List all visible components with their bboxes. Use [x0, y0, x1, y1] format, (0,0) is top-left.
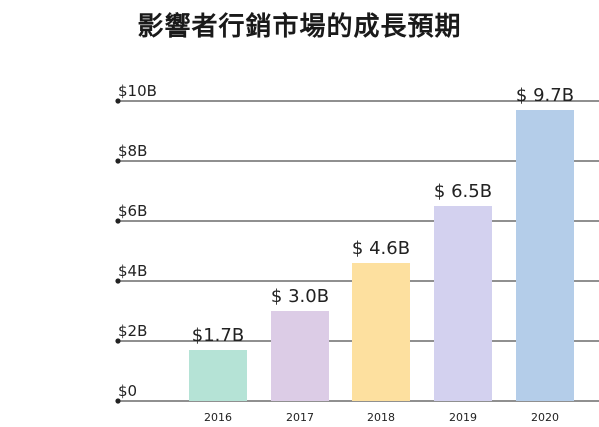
- data-label: $ 9.7B: [516, 85, 574, 106]
- gridline-dot: [115, 398, 121, 404]
- x-tick-label: 2019: [449, 411, 477, 424]
- x-tick-label: 2018: [367, 411, 395, 424]
- x-tick-label: 2020: [531, 411, 559, 424]
- y-tick-label: $0: [118, 382, 137, 400]
- bar: [434, 206, 492, 401]
- bar: [352, 263, 410, 401]
- data-label: $ 6.5B: [434, 181, 492, 202]
- x-tick-label: 2017: [286, 411, 314, 424]
- bar: [516, 110, 574, 401]
- x-tick-label: 2016: [204, 411, 232, 424]
- gridline-dot: [115, 338, 121, 344]
- y-tick-label: $6B: [118, 202, 147, 220]
- y-tick-label: $10B: [118, 82, 157, 100]
- bar: [189, 350, 247, 401]
- data-label: $1.7B: [192, 325, 244, 346]
- gridline-dot: [115, 218, 121, 224]
- chart-title: 影響者行銷市場的成長預期: [137, 12, 462, 42]
- gridline-dot: [115, 158, 121, 164]
- y-tick-label: $2B: [118, 322, 147, 340]
- data-label: $ 4.6B: [352, 238, 410, 259]
- gridline-dot: [115, 278, 121, 284]
- y-tick-label: $4B: [118, 262, 147, 280]
- bar: [271, 311, 329, 401]
- y-tick-label: $8B: [118, 142, 147, 160]
- gridline-dot: [115, 98, 121, 104]
- data-label: $ 3.0B: [271, 286, 329, 307]
